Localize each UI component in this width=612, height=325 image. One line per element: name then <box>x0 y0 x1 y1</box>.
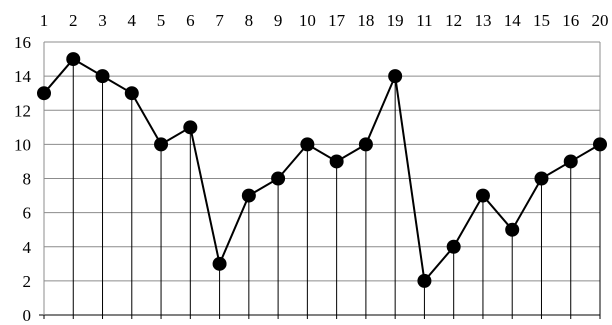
x-tick-label: 20 <box>592 11 609 30</box>
x-tick-label: 18 <box>357 11 374 30</box>
x-tick-label: 12 <box>445 11 462 30</box>
data-point <box>183 120 198 135</box>
y-tick-label: 6 <box>23 204 32 223</box>
x-tick-label: 17 <box>328 11 346 30</box>
x-tick-label: 19 <box>387 11 404 30</box>
data-point <box>271 171 286 186</box>
x-tick-label: 5 <box>157 11 166 30</box>
y-tick-label: 14 <box>14 67 32 86</box>
grid-lines <box>44 41 601 315</box>
x-tick-label: 16 <box>562 11 579 30</box>
x-tick-label: 7 <box>215 11 224 30</box>
data-point <box>534 171 549 186</box>
data-point <box>593 137 607 152</box>
x-tick-label: 15 <box>533 11 550 30</box>
data-point <box>446 239 461 254</box>
x-tick-label: 6 <box>186 11 195 30</box>
x-tick-label: 4 <box>128 11 137 30</box>
x-tick-label: 10 <box>299 11 316 30</box>
data-point <box>66 52 81 67</box>
drop-lines <box>43 59 601 319</box>
data-point <box>37 86 51 101</box>
data-point <box>300 137 315 152</box>
y-tick-label: 12 <box>14 101 31 120</box>
data-point <box>124 86 139 101</box>
data-point <box>154 137 169 152</box>
data-point <box>563 154 578 169</box>
data-point <box>358 137 373 152</box>
data-point <box>241 188 256 203</box>
data-point <box>505 222 520 237</box>
data-point <box>212 256 227 271</box>
x-tick-label: 14 <box>504 11 522 30</box>
y-tick-label: 4 <box>23 238 32 257</box>
y-tick-label: 10 <box>14 135 31 154</box>
x-tick-label: 9 <box>274 11 283 30</box>
x-tick-label: 13 <box>474 11 491 30</box>
x-tick-label: 1 <box>40 11 49 30</box>
x-tick-label: 3 <box>98 11 107 30</box>
x-tick-labels: 1 2 3 4 5 6 7 8 9 10 17 18 19 11 12 13 14 15 16 20 <box>40 11 609 30</box>
data-points <box>37 52 607 288</box>
y-tick-labels: 0 2 4 6 8 10 12 14 16 <box>14 33 32 325</box>
x-tick-label: 11 <box>416 11 432 30</box>
series-lines <box>43 57 601 284</box>
x-tick-label: 2 <box>69 11 78 30</box>
data-point <box>388 69 403 84</box>
series-line <box>43 57 601 284</box>
data-point <box>417 273 432 288</box>
data-point <box>475 188 490 203</box>
data-point <box>329 154 344 169</box>
y-tick-label: 8 <box>23 170 32 189</box>
y-tick-label: 0 <box>23 306 32 325</box>
x-tick-label: 8 <box>245 11 254 30</box>
data-point <box>95 69 110 84</box>
y-tick-label: 16 <box>14 33 31 52</box>
y-tick-label: 2 <box>23 272 32 291</box>
